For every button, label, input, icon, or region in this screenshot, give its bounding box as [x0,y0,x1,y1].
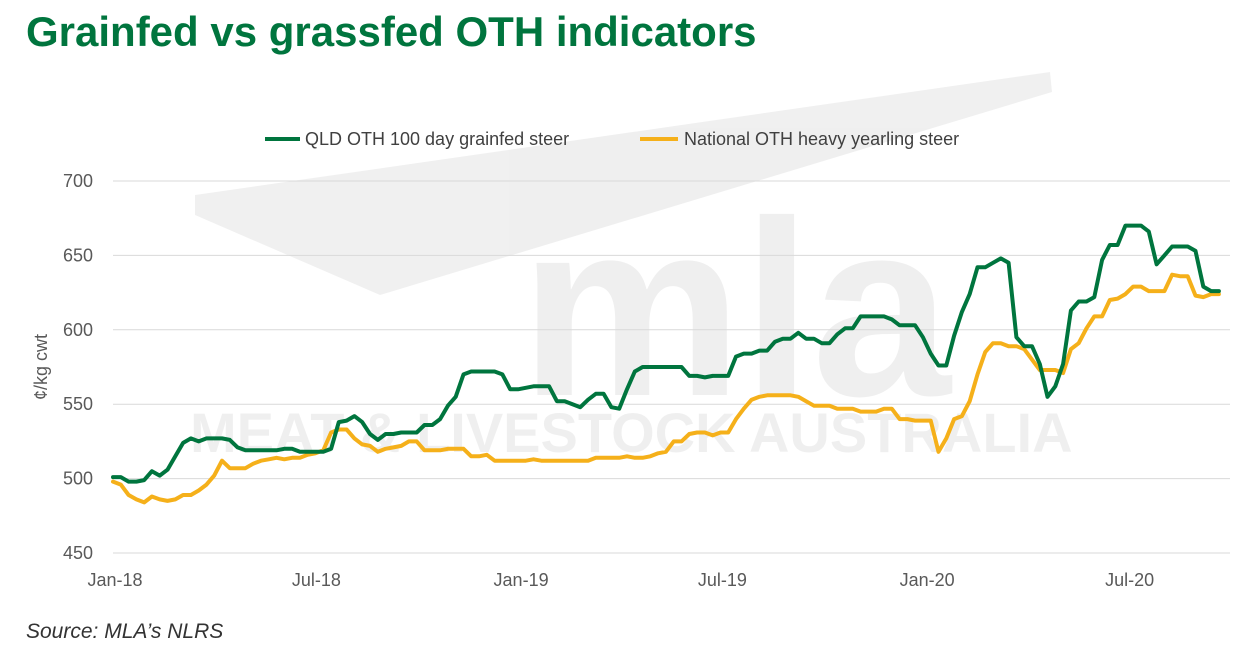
watermark-logo-text: mla [520,169,953,448]
gridlines [113,180,1230,480]
watermark-swoosh [195,72,1052,295]
watermark-org-text: MEAT & LIVESTOCK AUSTRALIA [190,401,1073,464]
legend: QLD OTH 100 day grainfed steer National … [265,129,959,149]
mla-watermark: mla MEAT & LIVESTOCK AUSTRALIA [190,72,1073,464]
x-tick-label: Jan-20 [900,570,955,590]
y-tick-label: 650 [63,245,93,265]
legend-item-grainfed: QLD OTH 100 day grainfed steer [265,129,569,149]
x-tick-label: Jul-18 [292,570,341,590]
y-axis-label: ¢/kg cwt [31,334,51,400]
y-axis-ticks: 450 500 550 600 650 700 [63,171,93,563]
x-tick-label: Jan-19 [494,570,549,590]
legend-item-grassfed: National OTH heavy yearling steer [640,129,959,149]
x-tick-label: Jan-18 [87,570,142,590]
series-line-grassfed [111,272,1221,505]
y-tick-label: 550 [63,394,93,414]
y-tick-label: 600 [63,320,93,340]
series-lines [111,223,1221,505]
x-axis-ticks: Jan-18 Jul-18 Jan-19 Jul-19 Jan-20 Jul-20 [87,570,1154,590]
chart-title: Grainfed vs grassfed OTH indicators [26,8,757,55]
x-tick-label: Jul-19 [698,570,747,590]
y-tick-label: 500 [63,469,93,489]
legend-label-grassfed: National OTH heavy yearling steer [684,129,959,149]
legend-label-grainfed: QLD OTH 100 day grainfed steer [305,129,569,149]
y-tick-label: 700 [63,171,93,191]
series-line-grainfed [111,223,1221,484]
y-tick-label: 450 [63,543,93,563]
source-note: Source: MLA’s NLRS [26,620,224,643]
x-tick-label: Jul-20 [1105,570,1154,590]
